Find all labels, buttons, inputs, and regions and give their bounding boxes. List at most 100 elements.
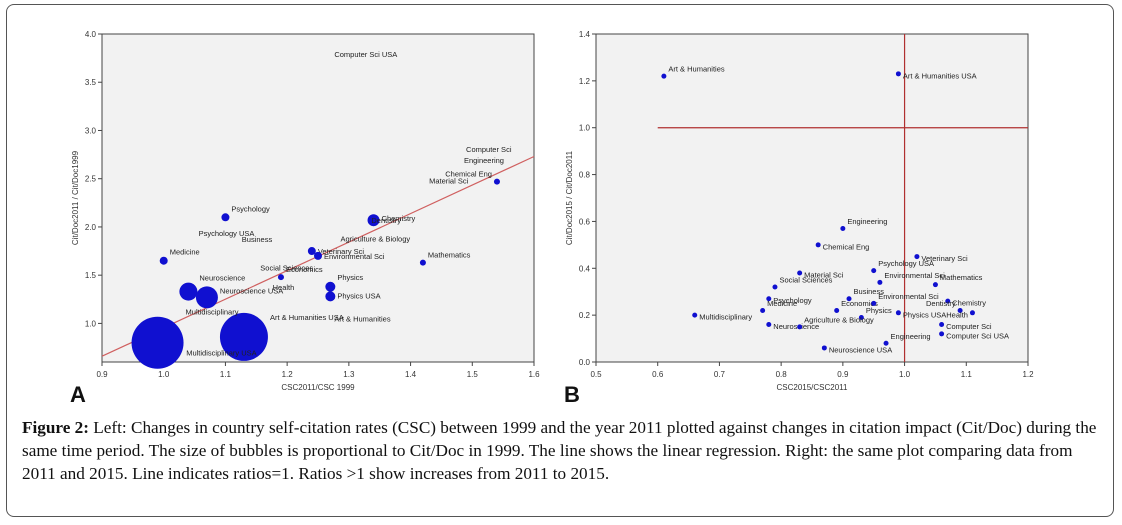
data-point — [877, 279, 883, 285]
x-tick-label: 0.6 — [652, 370, 664, 379]
data-point-label: Psychology USA — [199, 229, 255, 238]
caption-text: Left: Changes in country self-citation r… — [22, 418, 1097, 483]
data-point-label: Chemical Eng — [445, 170, 492, 179]
data-point-label: Art & Humanities USA — [270, 313, 344, 322]
data-point-label: Social Sciences — [260, 264, 313, 273]
y-tick-label: 1.0 — [85, 319, 97, 328]
x-tick-label: 1.0 — [899, 370, 911, 379]
plot-area — [101, 33, 535, 363]
y-tick-label: 2.0 — [85, 223, 97, 232]
data-point — [277, 274, 284, 281]
data-point-label: Neuroscience USA — [220, 286, 283, 295]
data-point — [493, 178, 500, 185]
x-tick-label: 0.7 — [714, 370, 726, 379]
data-point — [419, 259, 426, 266]
data-point — [797, 324, 803, 330]
data-point — [939, 331, 945, 337]
x-tick-label: 1.1 — [220, 370, 232, 379]
x-tick-label: 0.8 — [776, 370, 788, 379]
data-point — [821, 345, 827, 351]
data-point-label: Agriculture & Biology — [341, 235, 411, 244]
data-point-label: Mathematics — [428, 251, 471, 260]
data-point-label: Engineering — [847, 217, 887, 226]
data-point — [367, 214, 380, 227]
data-point-label: Dentistry — [926, 299, 956, 308]
data-point-label: Environmental Sci — [324, 252, 385, 261]
x-tick-label: 1.0 — [158, 370, 170, 379]
data-point-label: Physics — [866, 306, 892, 315]
x-tick-label: 0.9 — [96, 370, 108, 379]
data-point-label: Health — [273, 283, 295, 292]
x-tick-label: 1.1 — [961, 370, 973, 379]
data-point-label: Psychology — [773, 296, 812, 305]
y-tick-label: 0.4 — [579, 264, 591, 273]
data-point-label: Art & Humanities — [334, 314, 391, 323]
data-point — [692, 312, 698, 318]
data-point-label: Health — [946, 310, 968, 319]
data-point-label: Medicine — [170, 248, 200, 257]
data-point — [772, 284, 778, 290]
data-point — [815, 242, 821, 248]
data-point — [945, 298, 951, 304]
y-tick-label: 0.0 — [579, 358, 591, 367]
data-point — [766, 322, 772, 328]
panel-label: B — [564, 382, 580, 406]
y-tick-label: 0.8 — [579, 171, 591, 180]
data-point — [858, 314, 864, 320]
data-point-label: Neuroscience — [199, 274, 245, 283]
x-axis-label: CSC2015/CSC2011 — [776, 383, 848, 392]
data-point — [969, 310, 975, 316]
data-point — [871, 268, 877, 274]
data-point — [179, 282, 198, 301]
data-point-label: Environmental Sci — [884, 271, 945, 280]
data-point — [661, 73, 667, 79]
data-point — [219, 312, 268, 361]
data-point-label: Psychology USA — [878, 259, 934, 268]
data-point-label: Veterinary Sci — [921, 254, 968, 263]
caption-label: Figure 2: — [22, 418, 89, 437]
data-point-label: Medicine — [767, 299, 797, 308]
x-tick-label: 1.2 — [282, 370, 294, 379]
y-tick-label: 0.6 — [579, 217, 591, 226]
data-point-label: Multidisciplinary — [186, 308, 239, 317]
data-point-label: Environmental Sci — [878, 292, 939, 301]
chart-a: 0.9 1.0 1.1 1.2 1.3 1.4 1.5 1.6 1.0 1.5 2.0 2.5 3.0 3… — [70, 30, 540, 406]
data-point — [932, 282, 938, 288]
y-tick-label: 1.4 — [579, 30, 591, 39]
data-point-label: Dentistry — [371, 216, 401, 225]
y-tick-label: 1.0 — [579, 124, 591, 133]
data-point-label: Business — [854, 287, 885, 296]
data-point-label: Multidisciplinary USA — [186, 348, 256, 357]
data-point-label: Agriculture & Biology — [804, 315, 874, 324]
y-tick-label: 3.5 — [85, 78, 97, 87]
x-tick-label: 0.9 — [837, 370, 849, 379]
y-tick-label: 1.2 — [579, 77, 591, 86]
data-point-label: Economics — [286, 265, 323, 274]
data-point — [895, 71, 901, 77]
x-tick-label: 1.3 — [343, 370, 355, 379]
data-point-label: Art & Humanities USA — [903, 71, 977, 80]
data-point-label: Computer Sci USA — [334, 50, 397, 59]
data-point-label: Social Sciences — [779, 276, 832, 285]
x-tick-label: 1.5 — [467, 370, 479, 379]
data-point — [939, 322, 945, 328]
data-point-label: Material Sci — [429, 177, 469, 186]
y-axis-label: Cit/Doc2015 / Cit/Doc2011 — [565, 150, 574, 245]
data-point-label: Chemical Eng — [823, 242, 870, 251]
data-point — [159, 256, 168, 265]
data-point — [307, 247, 316, 256]
y-tick-label: 3.0 — [85, 126, 97, 135]
y-tick-label: 4.0 — [85, 30, 97, 39]
data-point-label: Multidisciplinary — [699, 313, 752, 322]
data-point — [883, 340, 889, 346]
data-point-label: Business — [242, 235, 273, 244]
data-point — [895, 310, 901, 316]
data-point-label: Engineering — [464, 156, 504, 165]
data-point-label: Physics USA — [903, 310, 946, 319]
data-point-label: Veterinary Sci — [318, 247, 365, 256]
x-tick-label: 1.4 — [405, 370, 417, 379]
data-point — [797, 270, 803, 276]
x-axis-label: CSC2011/CSC 1999 — [281, 383, 355, 392]
data-point-label: Material Sci — [804, 270, 844, 279]
data-point — [834, 307, 840, 313]
